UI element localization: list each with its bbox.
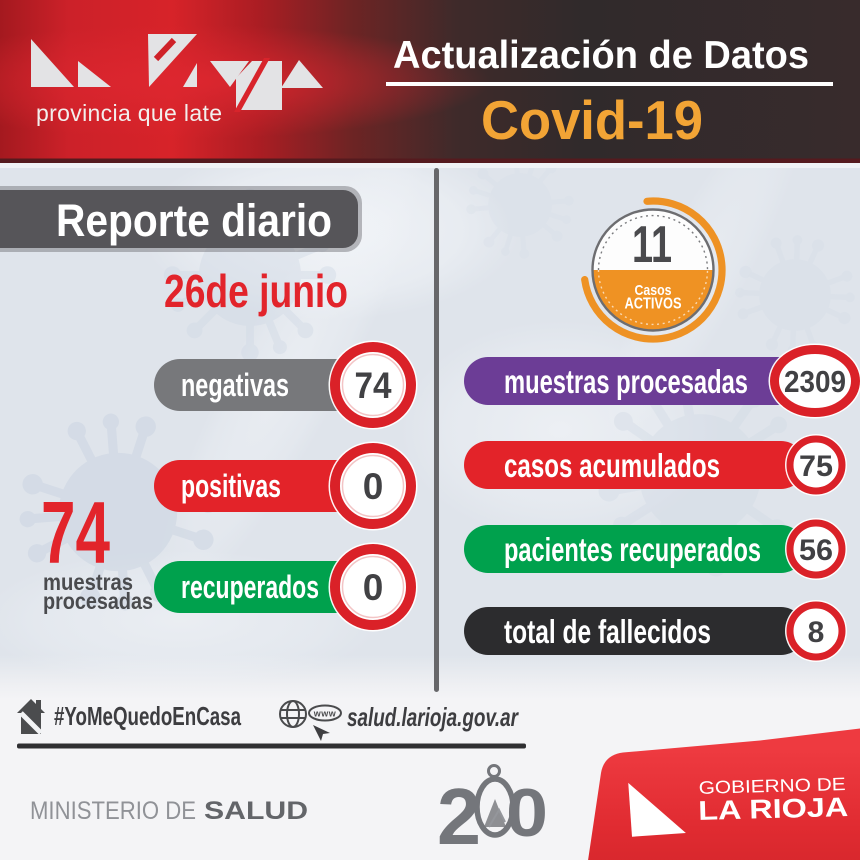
- svg-text:Reporte diario: Reporte diario: [56, 195, 332, 246]
- svg-text:2: 2: [437, 772, 481, 860]
- svg-text:LA RIOJA: LA RIOJA: [698, 792, 849, 826]
- svg-text:casos acumulados: casos acumulados: [504, 447, 720, 484]
- svg-text:MINISTERIO DE: MINISTERIO DE: [30, 797, 196, 825]
- svg-text:0: 0: [363, 466, 384, 507]
- svg-text:muestras procesadas: muestras procesadas: [504, 363, 748, 400]
- svg-text:pacientes recuperados: pacientes recuperados: [504, 531, 761, 568]
- svg-text:74: 74: [355, 365, 392, 406]
- svg-text:#YoMeQuedoEnCasa: #YoMeQuedoEnCasa: [54, 701, 241, 731]
- svg-text:74: 74: [41, 483, 110, 582]
- svg-text:provincia que late: provincia que late: [36, 100, 222, 126]
- svg-text:positivas: positivas: [181, 468, 281, 504]
- svg-text:0: 0: [363, 567, 384, 608]
- svg-text:Actualización de Datos: Actualización de Datos: [393, 34, 809, 77]
- svg-text:ACTIVOS: ACTIVOS: [625, 296, 682, 313]
- svg-text:recuperados: recuperados: [181, 569, 319, 605]
- svg-text:75: 75: [799, 450, 833, 483]
- svg-text:SALUD: SALUD: [204, 797, 308, 825]
- svg-text:11: 11: [632, 216, 672, 274]
- svg-text:Casos: Casos: [635, 282, 672, 299]
- svg-text:26de junio: 26de junio: [164, 265, 348, 317]
- svg-text:8: 8: [808, 616, 825, 649]
- svg-text:salud.larioja.gov.ar: salud.larioja.gov.ar: [347, 702, 519, 732]
- svg-text:negativas: negativas: [181, 367, 289, 403]
- svg-text:ᴡᴡᴡ: ᴡᴡᴡ: [313, 709, 337, 719]
- svg-text:muestras: muestras: [43, 569, 133, 595]
- svg-text:GOBIERNO DE: GOBIERNO DE: [698, 774, 845, 798]
- svg-text:Covid-19: Covid-19: [481, 89, 703, 151]
- svg-text:procesadas: procesadas: [43, 588, 153, 614]
- svg-text:total de fallecidos: total de fallecidos: [504, 613, 711, 650]
- svg-text:56: 56: [799, 534, 833, 567]
- svg-text:2309: 2309: [784, 364, 846, 399]
